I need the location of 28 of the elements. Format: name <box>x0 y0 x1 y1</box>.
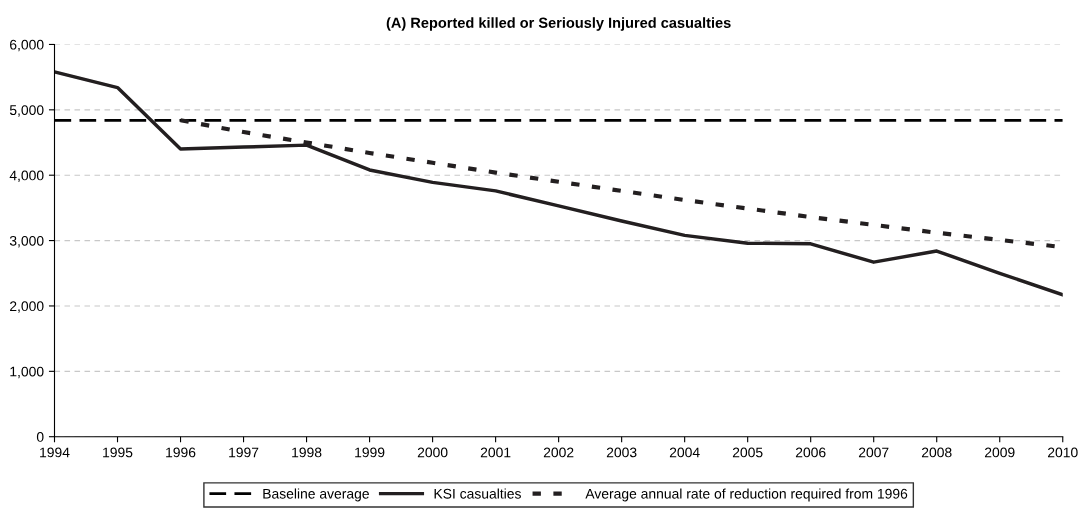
x-tick-label: 2003 <box>606 447 637 458</box>
x-tick-label: 2007 <box>858 447 889 458</box>
x-tick-label: 1999 <box>355 447 385 458</box>
chart-title: (A) Reported killed or Seriously Injured casualties <box>386 17 731 31</box>
x-tick-label: 2002 <box>543 447 574 458</box>
x-tick-label: 2010 <box>1048 447 1078 458</box>
legend-label: Average annual rate of reduction required from 1996 <box>585 488 908 502</box>
y-tick-label: 3,000 <box>9 235 44 248</box>
x-tick-label: 2005 <box>732 447 763 458</box>
y-tick-label: 2,000 <box>10 301 44 313</box>
x-tick-label: 1994 <box>40 447 70 458</box>
x-tick-label: 2008 <box>921 447 952 458</box>
x-tick-label: 1995 <box>103 447 133 458</box>
legend-label: KSI casualties <box>434 488 521 499</box>
x-tick-label: 2004 <box>669 447 700 458</box>
y-tick-label: 1,000 <box>10 366 44 379</box>
x-tick-label: 1998 <box>292 447 322 458</box>
legend-label: Baseline average <box>263 488 369 502</box>
y-tick-label: 6,000 <box>10 39 44 52</box>
x-tick-label: 1996 <box>166 447 196 458</box>
y-tick-label: 4,000 <box>9 170 44 183</box>
y-tick-label: 0 <box>36 432 44 442</box>
y-tick-label: 5,000 <box>9 105 44 117</box>
x-tick-label: 2009 <box>984 447 1015 458</box>
x-tick-label: 1997 <box>229 447 259 458</box>
x-tick-label: 2000 <box>417 447 448 458</box>
x-tick-label: 2006 <box>795 447 826 458</box>
x-tick-label: 2001 <box>480 447 511 458</box>
